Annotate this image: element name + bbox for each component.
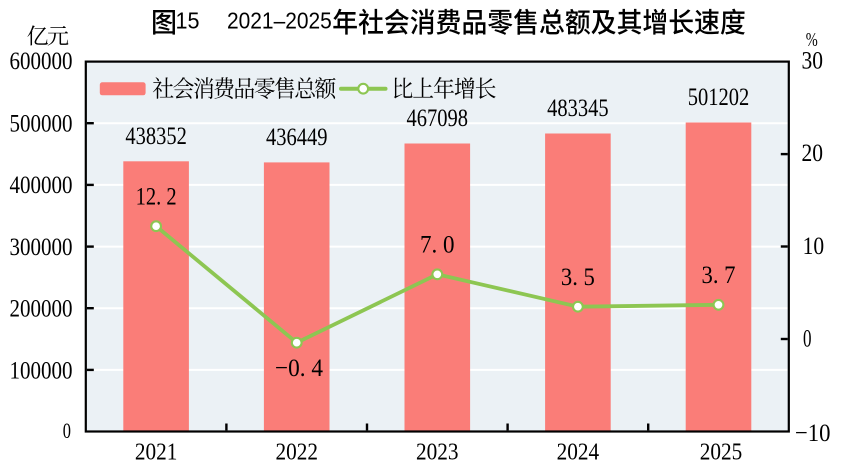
svg-text:2025: 2025 — [700, 439, 743, 466]
svg-text:2021: 2021 — [135, 439, 178, 466]
svg-text:−0. 4: −0. 4 — [275, 353, 323, 382]
svg-text:%: % — [806, 29, 818, 51]
svg-text:15: 15 — [176, 8, 200, 34]
svg-text:400000: 400000 — [10, 170, 73, 199]
svg-text:438352: 438352 — [125, 123, 187, 150]
svg-text:2024: 2024 — [557, 439, 600, 466]
svg-text:0: 0 — [63, 418, 71, 443]
svg-text:200000: 200000 — [10, 294, 73, 323]
svg-text:2022: 2022 — [275, 439, 318, 466]
svg-text:500000: 500000 — [10, 109, 73, 138]
svg-text:2021–2025: 2021–2025 — [227, 8, 332, 34]
svg-text:10: 10 — [803, 231, 825, 260]
svg-text:12. 2: 12. 2 — [136, 182, 177, 211]
svg-text:30: 30 — [802, 46, 824, 75]
svg-text:300000: 300000 — [10, 232, 73, 261]
svg-text:2023: 2023 — [416, 439, 459, 466]
svg-text:600000: 600000 — [10, 46, 73, 75]
svg-text:3. 7: 3. 7 — [702, 260, 736, 289]
svg-text:483345: 483345 — [547, 95, 609, 122]
svg-text:20: 20 — [802, 138, 824, 167]
svg-text:467098: 467098 — [407, 105, 469, 132]
svg-text:−10: −10 — [795, 418, 831, 447]
svg-text:7. 0: 7. 0 — [420, 230, 455, 259]
svg-text:100000: 100000 — [10, 356, 73, 385]
svg-text:3. 5: 3. 5 — [561, 262, 595, 291]
svg-text:0: 0 — [803, 324, 812, 353]
svg-text:501202: 501202 — [688, 84, 750, 111]
svg-text:436449: 436449 — [266, 124, 328, 151]
